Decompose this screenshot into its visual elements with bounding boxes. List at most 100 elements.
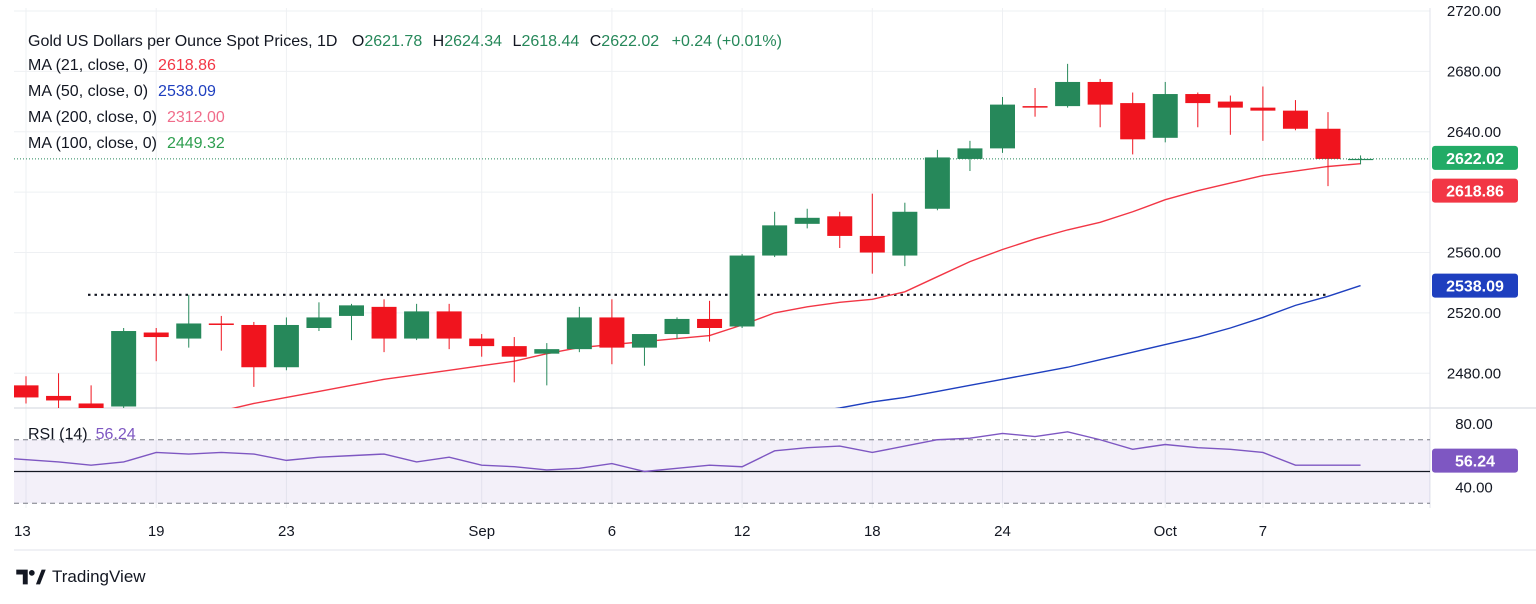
candle	[1022, 88, 1048, 117]
candle-body	[990, 104, 1015, 149]
ma100-value: 2449.32	[167, 135, 225, 152]
last-price-badge-box	[1432, 145, 1518, 170]
price-tick-label: 2640.00	[1447, 124, 1501, 141]
candle	[273, 317, 299, 371]
symbol-label: Gold US Dollars per Ounce Spot Prices, 1…	[28, 33, 337, 50]
candle	[241, 321, 267, 387]
rsi-tick-label: 80.00	[1455, 416, 1493, 433]
candle-body	[1282, 110, 1308, 129]
candle-body	[534, 349, 560, 354]
candle	[14, 376, 39, 404]
time-tick-label: 19	[148, 523, 165, 540]
candle	[469, 334, 495, 357]
last-price-badge: 2622.02	[1432, 145, 1518, 170]
candle-body	[1250, 107, 1276, 111]
candle	[859, 193, 885, 274]
time-tick-label: 7	[1259, 523, 1267, 540]
ma50-line	[834, 284, 1361, 408]
candle	[1185, 92, 1211, 128]
candle-body	[859, 235, 885, 253]
candle	[729, 254, 755, 328]
candle	[1120, 92, 1146, 155]
candle	[957, 140, 983, 172]
candle-body	[762, 225, 788, 256]
candle	[762, 211, 788, 258]
candle-body	[924, 157, 950, 209]
candle	[664, 317, 690, 339]
last-price-badge-text: 2622.02	[1446, 151, 1504, 168]
price-tick-label: 2720.00	[1447, 3, 1501, 20]
ma50-name: MA (50, close, 0)	[28, 83, 148, 100]
rsi-value: 56.24	[96, 426, 136, 443]
price-tick-label: 2560.00	[1447, 245, 1501, 262]
candle	[1055, 63, 1081, 108]
candle	[501, 337, 527, 383]
candle-body	[599, 317, 625, 348]
candle-body	[697, 318, 723, 328]
rsi-name: RSI (14)	[28, 426, 88, 443]
ma21-badge-box	[1432, 178, 1518, 203]
time-axis[interactable]: 13 19 23 Sep 6 12 18 24 Oct 7	[14, 523, 1267, 540]
candle-body	[827, 216, 853, 236]
candle	[924, 149, 950, 211]
candle-body	[46, 395, 72, 401]
time-tick-label: 24	[994, 523, 1011, 540]
time-tick-label: Oct	[1154, 523, 1178, 540]
time-tick-label: Sep	[468, 523, 495, 540]
legend-ma50[interactable]: MA (50, close, 0) 2538.09	[28, 83, 216, 100]
candle-body	[241, 324, 267, 368]
candle-body	[404, 311, 430, 339]
high-label: H	[433, 33, 445, 50]
ma50-value: 2538.09	[158, 83, 216, 100]
time-tick-label: 12	[734, 523, 751, 540]
candle	[631, 334, 657, 366]
candle-body	[273, 324, 299, 368]
candle	[176, 294, 202, 348]
candle-body	[143, 332, 169, 338]
price-tick-label: 2480.00	[1447, 365, 1501, 382]
time-tick-label: 18	[864, 523, 881, 540]
candle-body	[1185, 94, 1211, 104]
time-tick-label: 6	[608, 523, 616, 540]
ma21-badge-text: 2618.86	[1446, 184, 1504, 201]
tradingview-logo-icon	[16, 569, 46, 585]
rsi-badge-text: 56.24	[1455, 454, 1495, 471]
candle-body	[1087, 81, 1113, 105]
legend-ma200[interactable]: MA (200, close, 0) 2312.00	[28, 109, 225, 126]
candle-body	[1217, 101, 1243, 108]
candle-body	[208, 323, 234, 325]
candle	[306, 302, 332, 332]
candle	[436, 303, 462, 350]
ma50-badge-text: 2538.09	[1446, 279, 1504, 296]
candle-body	[631, 334, 657, 348]
rsi-badge: 56.24	[1432, 448, 1518, 473]
time-tick-label: 23	[278, 523, 295, 540]
legend-ma100[interactable]: MA (100, close, 0) 2449.32	[28, 135, 225, 152]
candle	[1217, 95, 1243, 135]
candle-body	[1022, 106, 1048, 108]
legend-ma21[interactable]: MA (21, close, 0) 2618.86	[28, 57, 216, 74]
ma200-value: 2312.00	[167, 109, 225, 126]
candle-body	[1055, 81, 1081, 107]
high-value: 2624.34	[444, 33, 502, 50]
candle	[990, 97, 1015, 153]
candle	[208, 315, 234, 351]
candle	[1152, 81, 1178, 143]
price-tick-label: 2680.00	[1447, 63, 1501, 80]
time-tick-label: 13	[14, 523, 31, 540]
candle-body	[729, 255, 755, 327]
ma200-name: MA (200, close, 0)	[28, 109, 157, 126]
brand-name: TradingView	[52, 567, 146, 586]
rsi-line	[13, 431, 1361, 473]
candle-body	[957, 148, 983, 159]
tradingview-brand[interactable]: TradingView	[16, 566, 146, 588]
candle-body	[436, 311, 462, 339]
candle	[697, 300, 723, 342]
candle-body	[1152, 94, 1178, 138]
legend-rsi[interactable]: RSI (14) 56.24	[28, 426, 136, 443]
low-value: 2618.44	[521, 33, 579, 50]
price-axis[interactable]: 2480.00 2520.00 2560.00 2640.00 2680.00 2720.…	[1447, 3, 1501, 496]
candle-body	[78, 403, 104, 408]
candle	[404, 303, 430, 341]
